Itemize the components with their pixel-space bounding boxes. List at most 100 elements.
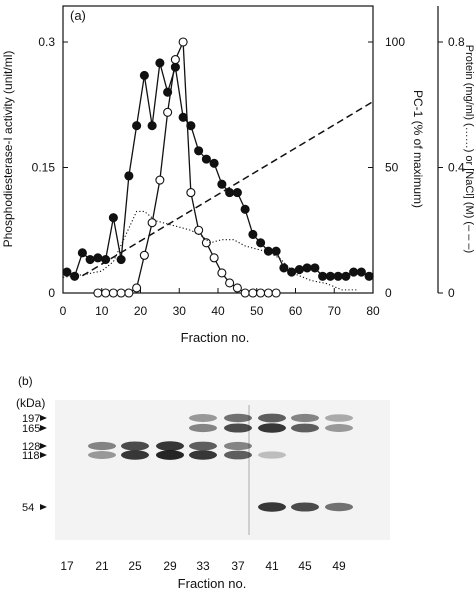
activity-point	[77, 248, 87, 258]
y2-tick-label: 0	[385, 286, 392, 300]
pc1-point	[163, 107, 173, 117]
marker-kda-label: 118	[22, 450, 40, 462]
activity-point	[163, 87, 173, 97]
lane-label: 25	[128, 559, 142, 573]
activity-point	[62, 267, 72, 277]
activity-point	[341, 271, 351, 281]
blot-x-axis-label: Fraction no.	[178, 576, 247, 591]
activity-point	[132, 121, 142, 131]
y-tick-label: 0.3	[38, 35, 55, 49]
pc1-point	[155, 175, 165, 185]
blot-band	[189, 414, 217, 422]
activity-point	[287, 267, 297, 277]
activity-point	[310, 263, 320, 273]
x-tick-label: 40	[211, 304, 225, 318]
marker-kda-label: 165	[22, 423, 40, 435]
panel-a-chart: (a) 0 10 20 30 40 50 60 70 8000.150.305010000.40…	[1, 5, 474, 345]
lane-label: 17	[60, 559, 74, 573]
blot-band	[156, 441, 184, 451]
activity-point	[139, 70, 149, 81]
y2-tick-label: 100	[385, 35, 405, 49]
lane-label: 33	[196, 559, 210, 573]
activity-point	[108, 213, 118, 223]
panel-a-label: (a)	[70, 8, 86, 23]
y-axis-label-pc1: PC-1 (% of maximum)	[411, 90, 425, 208]
y2-tick-label: 50	[385, 161, 399, 175]
blot-band	[325, 502, 353, 512]
activity-point	[294, 265, 304, 275]
pc1-point	[147, 218, 157, 228]
axis-ticks: 0 10 20 30 40 50 60 70 80 0 0.15 0.3 0 50 100 0 0.4 0.8	[32, 35, 465, 318]
activity-point	[93, 253, 103, 263]
blot-band	[291, 423, 319, 433]
marker-arrow	[40, 452, 47, 458]
blot-band	[224, 441, 252, 451]
activity-point	[349, 267, 359, 277]
marker-kda-label: 54	[22, 502, 34, 514]
marker-arrow	[40, 425, 47, 431]
activity-point	[201, 154, 211, 164]
marker-arrow	[40, 443, 47, 449]
lane-label: 49	[332, 559, 346, 573]
plot-frame	[62, 5, 374, 294]
lane-label: 37	[231, 559, 245, 573]
activity-point	[194, 146, 204, 156]
blot-band	[291, 502, 319, 512]
lane-label: 41	[265, 559, 279, 573]
activity-point	[240, 204, 250, 214]
activity-point	[70, 271, 80, 281]
activity-point	[178, 112, 188, 122]
x-tick-label: 80	[366, 304, 380, 318]
blot-band	[258, 451, 286, 459]
blot-band	[258, 502, 286, 512]
y-tick-label: 0	[48, 286, 55, 300]
pc1-point	[101, 288, 111, 298]
x-tick-label: 10	[95, 304, 109, 318]
marker-arrow	[40, 415, 47, 421]
activity-point	[101, 254, 111, 265]
y-axis-label-protein-nacl: Protein (mg/ml) (……) or [NaCl] (M) (– – …	[463, 45, 474, 253]
blot-band	[224, 413, 252, 423]
pc1-point	[263, 288, 273, 298]
pc1-point	[256, 288, 266, 298]
activity-point	[248, 229, 258, 239]
pc1-point	[217, 268, 227, 278]
pc1-point	[225, 278, 235, 288]
blot-band	[189, 423, 217, 433]
blot-band	[156, 450, 184, 460]
blot-band	[88, 451, 116, 459]
activity-point	[279, 263, 289, 273]
marker-kda-label: 128	[22, 441, 40, 453]
blot-band	[189, 441, 217, 451]
pc1-point	[93, 288, 103, 298]
lane-label: 21	[95, 559, 109, 573]
pc1-point	[201, 238, 211, 248]
marker-kda-label: 197	[22, 413, 40, 425]
activity-point	[364, 271, 374, 281]
kda-label: (kDa)	[16, 396, 45, 410]
pc1-point	[116, 288, 126, 298]
activity-point	[85, 254, 95, 265]
blot-band	[189, 450, 217, 460]
activity-point	[256, 238, 266, 248]
activity-point	[124, 171, 134, 181]
activity-point	[325, 271, 335, 281]
pc1-point	[170, 55, 180, 65]
x-tick-label: 0	[60, 304, 67, 318]
activity-point	[333, 271, 343, 281]
panel-b-label: (b)	[18, 374, 33, 388]
blot-membrane	[55, 400, 390, 540]
pc1-point	[209, 253, 219, 263]
blot-band	[224, 423, 252, 433]
activity-point	[116, 254, 126, 265]
pc1-point	[178, 37, 188, 47]
pc1-point	[271, 288, 281, 298]
x-tick-label: 50	[250, 304, 264, 318]
pc1-point	[124, 288, 134, 298]
marker-arrow	[40, 504, 47, 510]
pc1-point	[186, 188, 196, 198]
lane-label: 29	[163, 559, 177, 573]
